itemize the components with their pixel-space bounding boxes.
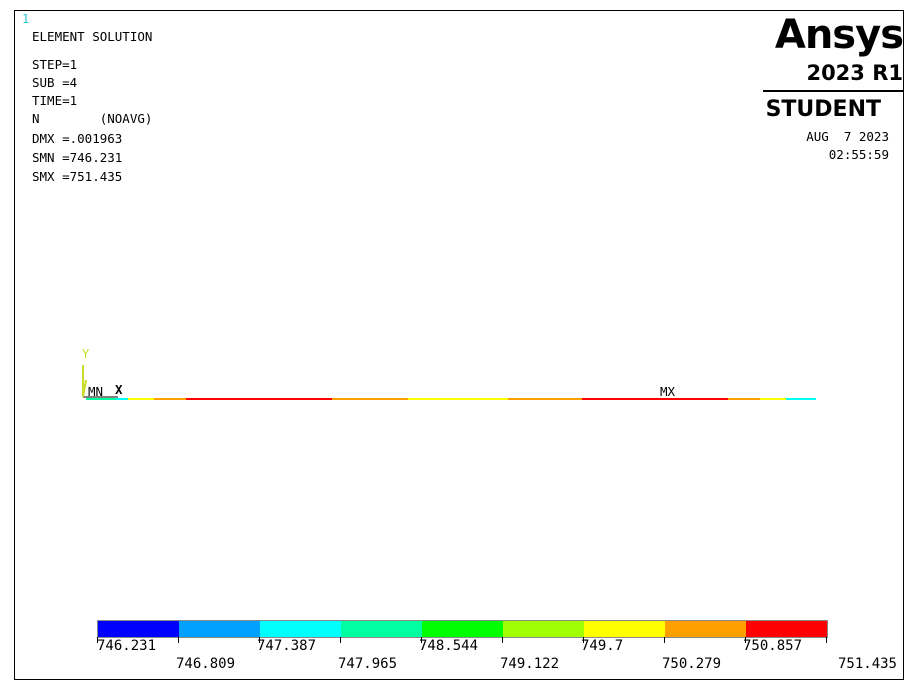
beam-segment [582,398,728,400]
beam-segment [186,398,332,400]
legend-swatch [503,621,584,637]
legend-swatch [422,621,503,637]
ansys-logo: Ansys 2023 R1 STUDENT [763,12,904,124]
legend-value-label: 750.279 [662,656,722,672]
beam-segment [128,398,154,400]
legend-value-label: 749.7 [581,638,624,654]
legend-value-label: 750.857 [743,638,803,654]
legend-swatch [746,621,827,637]
beam-segment [86,398,116,400]
legend-tick [583,637,584,643]
beam-segment [508,398,582,400]
smx-label: SMX =751.435 [32,169,123,184]
step-label: STEP=1 [32,57,78,72]
legend-tick [97,637,98,643]
legend-value-label: 751.435 [837,656,897,672]
logo-edition: STUDENT [765,97,881,122]
substep-label: SUB =4 [32,75,78,90]
result-item-label: N (NOAVG) [32,111,153,126]
legend-swatch [584,621,665,637]
legend-swatch [260,621,341,637]
legend-swatch [665,621,746,637]
legend-tick [826,637,827,643]
timestamp: AUG 7 2023 02:55:59 [806,128,889,164]
logo-wordmark: Ansys [774,12,904,58]
legend-value-label: 746.231 [97,638,157,654]
result-title: ELEMENT SOLUTION [32,29,153,44]
legend-value-label: 747.965 [338,656,398,672]
beam-segment [408,398,508,400]
time-label: TIME=1 [32,93,78,108]
dmx-label: DMX =.001963 [32,131,123,146]
legend-swatch [98,621,179,637]
time-of-day-label: 02:55:59 [828,147,889,162]
legend-tick [421,637,422,643]
logo-divider [763,90,903,92]
x-axis-label: X [115,382,123,397]
date-label: AUG 7 2023 [806,129,889,144]
legend-tick [664,637,665,643]
legend-value-label: 748.544 [419,638,479,654]
graphics-window[interactable] [14,10,904,680]
beam-segment [786,398,816,400]
legend-value-label: 749.122 [500,656,560,672]
min-marker: MN [88,384,104,399]
contour-legend-bar [97,620,828,638]
logo-version: 2023 R1 [806,61,903,85]
legend-tick [340,637,341,643]
beam-segment [760,398,786,400]
smn-label: SMN =746.231 [32,150,123,165]
legend-swatch [179,621,260,637]
y-axis-label: Y [82,347,90,361]
legend-tick [259,637,260,643]
coordinate-triad [82,365,118,398]
legend-swatch [341,621,422,637]
z-axis-line [82,379,87,398]
max-marker: MX [660,384,676,399]
beam-segment [116,398,128,400]
legend-value-label: 747.387 [257,638,317,654]
legend-tick [502,637,503,643]
beam-segment [728,398,760,400]
beam-segment [332,398,408,400]
legend-tick [745,637,746,643]
window-number: 1 [22,12,30,26]
beam-segment [154,398,186,400]
legend-value-label: 746.809 [176,656,236,672]
legend-tick [178,637,179,643]
